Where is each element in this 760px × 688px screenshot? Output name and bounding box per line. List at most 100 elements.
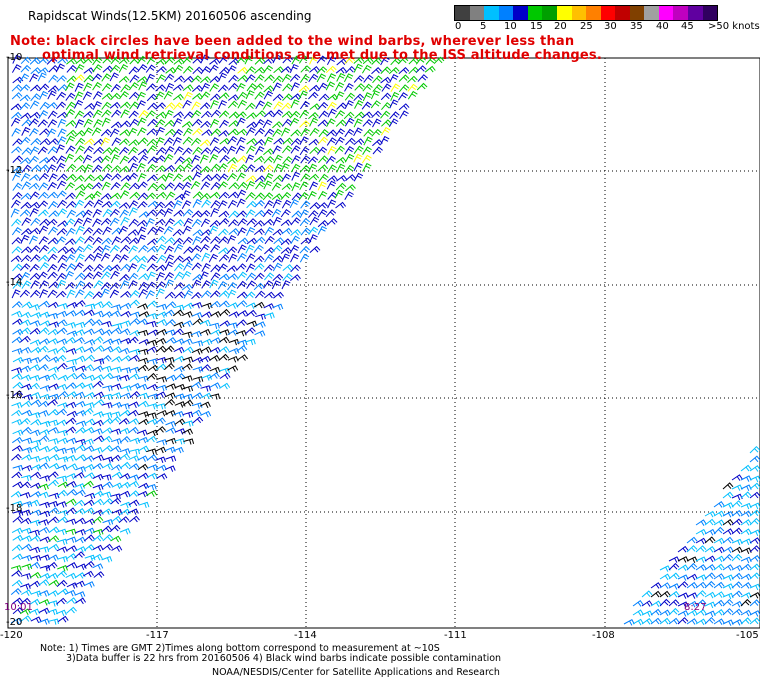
wind-barb xyxy=(92,336,104,343)
wind-barb xyxy=(12,597,24,605)
wind-barb xyxy=(47,119,58,128)
wind-barb xyxy=(173,255,184,264)
wind-barb xyxy=(695,618,707,626)
wind-barb xyxy=(227,365,239,372)
wind-barb xyxy=(182,331,193,338)
wind-barb xyxy=(75,420,87,427)
wind-barb xyxy=(282,55,293,64)
wind-barb xyxy=(64,153,75,163)
wind-barb xyxy=(165,82,175,93)
wind-barb xyxy=(173,346,185,354)
wind-barb xyxy=(713,526,725,535)
wind-barb xyxy=(308,138,320,146)
wind-barb xyxy=(129,390,141,398)
wind-barb xyxy=(12,318,24,326)
wind-barb xyxy=(210,146,220,155)
wind-barb xyxy=(344,191,354,201)
wind-barb xyxy=(183,127,193,137)
wind-barb xyxy=(138,244,149,253)
colorbar-swatch xyxy=(455,6,470,20)
wind-barb xyxy=(119,129,131,136)
wind-barb xyxy=(137,318,148,326)
wind-barb xyxy=(201,129,213,136)
wind-barb xyxy=(172,173,183,182)
wind-barb xyxy=(128,82,139,91)
wind-barb xyxy=(299,100,310,110)
wind-barb xyxy=(74,272,86,281)
wind-barb xyxy=(300,237,312,245)
wind-barb xyxy=(309,146,320,155)
wind-barb xyxy=(12,381,24,389)
wind-barb xyxy=(317,225,327,235)
wind-barb xyxy=(57,456,69,463)
wind-barb xyxy=(83,309,95,317)
wind-barb xyxy=(155,58,167,66)
wind-barb xyxy=(57,136,67,146)
wind-barb xyxy=(425,56,436,65)
wind-barb xyxy=(92,301,104,308)
wind-barb xyxy=(92,473,104,481)
wind-barb xyxy=(677,592,689,599)
wind-barb xyxy=(146,56,157,65)
wind-barb xyxy=(208,253,219,263)
wind-barb xyxy=(227,128,239,136)
wind-barb xyxy=(389,99,399,109)
wind-barb xyxy=(371,128,382,137)
wind-barb xyxy=(372,75,383,84)
wind-barb xyxy=(20,383,32,391)
wind-barb xyxy=(11,445,23,452)
wind-barb xyxy=(110,56,121,65)
wind-barb xyxy=(361,101,372,110)
wind-barb xyxy=(433,56,445,64)
wind-barb xyxy=(731,484,743,491)
wind-barb xyxy=(290,129,302,137)
colorbar-tick-label: 20 xyxy=(554,21,567,32)
wind-barb xyxy=(129,101,140,110)
wind-barb xyxy=(48,173,58,182)
wind-barb xyxy=(65,553,77,560)
wind-barb xyxy=(47,146,58,155)
wind-barb xyxy=(695,528,707,536)
wind-barb xyxy=(704,546,716,553)
wind-barb xyxy=(11,289,21,299)
wind-barb xyxy=(317,219,329,228)
wind-barb xyxy=(102,147,113,155)
wind-barb xyxy=(110,121,122,129)
wind-barb xyxy=(156,376,168,383)
wind-barb xyxy=(210,99,219,110)
wind-barb xyxy=(11,373,23,380)
wind-barb xyxy=(146,383,158,391)
wind-barb xyxy=(102,345,114,353)
colorbar-swatch xyxy=(629,6,645,20)
wind-barb xyxy=(129,299,140,307)
wind-barb xyxy=(57,246,69,253)
wind-barb xyxy=(102,208,113,218)
wind-barb xyxy=(101,83,112,92)
wind-barb xyxy=(263,303,275,310)
wind-barb xyxy=(83,118,93,128)
wind-barb xyxy=(263,164,274,173)
wind-barb xyxy=(417,74,428,82)
wind-barb xyxy=(219,308,231,316)
wind-barb xyxy=(155,464,167,472)
wind-barb xyxy=(84,318,95,326)
wind-barb xyxy=(398,74,410,82)
wind-barb xyxy=(192,392,204,399)
wind-barb xyxy=(165,318,176,327)
wind-barb xyxy=(100,491,112,498)
wind-barb xyxy=(192,340,204,347)
wind-barb xyxy=(20,474,32,482)
wind-barb xyxy=(57,429,68,437)
wind-barb xyxy=(253,301,265,309)
wind-barb xyxy=(309,181,319,191)
wind-barb xyxy=(353,127,363,137)
wind-barb xyxy=(262,119,273,129)
wind-barb xyxy=(173,410,184,418)
wind-barb xyxy=(66,64,77,73)
wind-barb xyxy=(192,191,204,199)
wind-barb xyxy=(118,57,130,65)
wind-barb xyxy=(57,279,67,289)
wind-barb xyxy=(119,146,130,155)
wind-barb xyxy=(300,173,311,182)
wind-barb xyxy=(73,337,85,344)
